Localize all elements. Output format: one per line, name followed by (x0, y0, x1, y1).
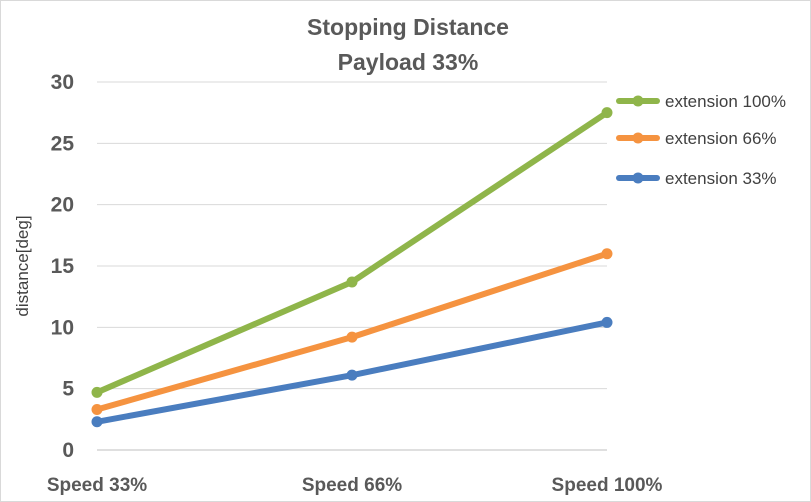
y-tick-label: 30 (51, 71, 74, 94)
gridlines (97, 81, 607, 451)
y-tick-label: 20 (51, 194, 74, 217)
legend-label: extension 33% (665, 169, 777, 188)
y-tick-label: 0 (62, 439, 74, 462)
y-axis-label: distance[deg] (13, 215, 32, 316)
legend-item: extension 33% (616, 169, 777, 188)
data-point (601, 248, 613, 260)
data-point (91, 386, 103, 398)
x-tick-label: Speed 66% (302, 475, 402, 496)
chart-title: Stopping Distance (307, 14, 509, 40)
data-point (346, 276, 358, 288)
chart-subtitle: Payload 33% (338, 49, 479, 75)
series-line (94, 109, 610, 396)
y-tick-label: 15 (51, 255, 75, 278)
legend-marker (632, 132, 644, 144)
legend: extension 100% extension 66% extension 33% (616, 92, 786, 188)
legend-marker (632, 95, 644, 107)
data-point (91, 416, 103, 428)
legend-item: extension 100% (616, 92, 786, 111)
legend-label: extension 100% (665, 92, 786, 111)
series-3 (91, 316, 613, 428)
data-point (601, 107, 613, 119)
y-tick-label: 25 (51, 132, 75, 155)
x-tick-label: Speed 33% (47, 475, 147, 496)
data-point (346, 369, 358, 381)
legend-marker (632, 172, 644, 184)
data-point (91, 404, 103, 416)
data-point (601, 316, 613, 328)
x-tick-label: Speed 100% (552, 475, 663, 496)
data-point (346, 331, 358, 343)
legend-label: extension 66% (665, 129, 777, 148)
series-1 (91, 107, 613, 398)
y-axis-ticks: 0 5 10 15 20 25 30 (51, 71, 75, 462)
plot-series (91, 107, 613, 428)
series-2 (91, 248, 613, 416)
y-tick-label: 5 (62, 378, 74, 401)
x-axis-ticks: Speed 33% Speed 66% Speed 100% (47, 475, 663, 496)
legend-item: extension 66% (616, 129, 777, 148)
y-tick-label: 10 (51, 316, 74, 339)
